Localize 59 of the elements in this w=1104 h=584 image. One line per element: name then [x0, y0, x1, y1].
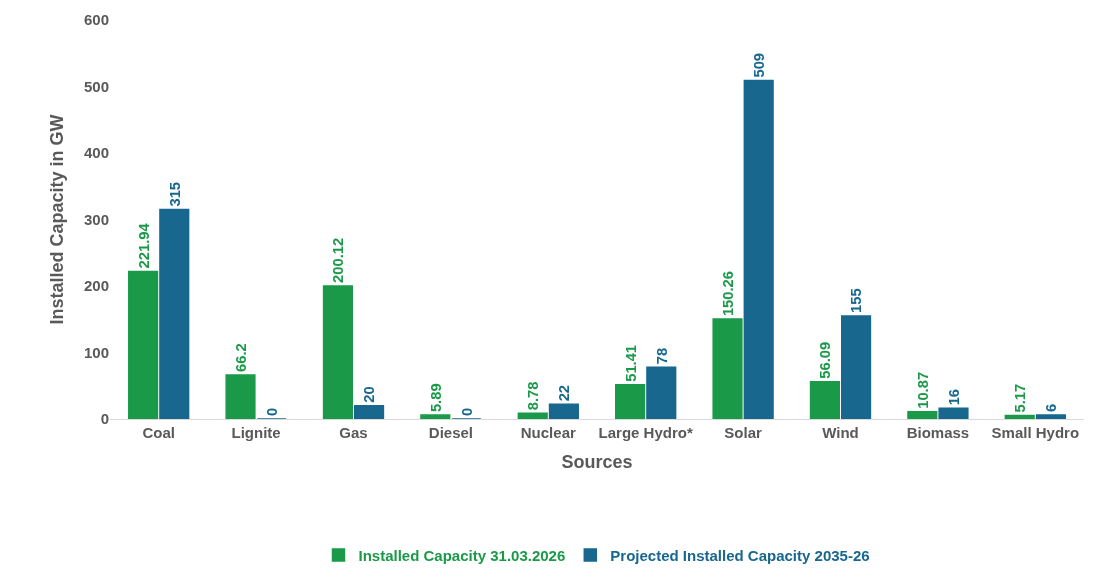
data-label: 78 — [653, 347, 670, 365]
data-label: 6 — [1043, 403, 1060, 413]
x-tick-label: Large Hydro* — [598, 424, 693, 441]
bar — [548, 403, 579, 419]
bar — [517, 412, 548, 419]
x-tick-label: Biomass — [906, 424, 970, 441]
y-tick-label: 500 — [83, 77, 109, 95]
data-label: 16 — [945, 388, 962, 406]
y-tick-label: 300 — [83, 210, 109, 228]
y-tick-label: 100 — [83, 343, 109, 361]
bar — [712, 318, 743, 419]
bar — [420, 414, 451, 419]
data-label: 150.26 — [719, 271, 736, 317]
bar — [1004, 414, 1035, 419]
data-label: 51.41 — [622, 344, 639, 382]
data-label: 0 — [458, 407, 475, 416]
data-label: 5.17 — [1012, 383, 1029, 413]
data-label: 509 — [751, 52, 768, 78]
x-tick-label: Wind — [822, 424, 859, 441]
data-label: 20 — [361, 386, 378, 403]
bar — [225, 374, 256, 419]
data-label: 315 — [166, 181, 183, 207]
bar — [743, 79, 774, 419]
data-label: 10.87 — [914, 371, 931, 409]
x-tick-label: Lignite — [231, 424, 281, 441]
data-label: 66.2 — [232, 343, 249, 372]
x-tick-label: Diesel — [428, 424, 473, 441]
x-axis-title: Sources — [561, 452, 633, 473]
bar — [128, 270, 159, 419]
y-tick-label: 400 — [83, 144, 109, 162]
bar — [809, 380, 840, 419]
y-tick-label: 600 — [83, 11, 109, 29]
bar — [938, 407, 969, 419]
bar — [615, 384, 646, 419]
bar — [354, 404, 385, 419]
x-tick-label: Nuclear — [520, 424, 576, 441]
data-label: 22 — [556, 384, 573, 402]
data-label: 221.94 — [135, 222, 152, 269]
y-axis-title: Installed Capacity in GW — [47, 114, 68, 325]
data-label: 0 — [264, 407, 281, 416]
bar — [1035, 414, 1066, 419]
bar — [159, 208, 190, 419]
x-tick-label: Small Hydro — [991, 424, 1080, 441]
data-label: 200.12 — [330, 237, 347, 283]
legend-label: Installed Capacity 31.03.2026 — [358, 546, 566, 564]
bar — [322, 285, 353, 419]
data-label: 5.89 — [427, 383, 444, 413]
x-tick-label: Gas — [339, 424, 368, 441]
bar — [907, 411, 938, 419]
x-tick-label: Coal — [142, 424, 175, 441]
data-label: 8.78 — [525, 381, 542, 411]
data-label: 56.09 — [817, 341, 834, 379]
bar — [841, 315, 872, 419]
bar — [646, 366, 677, 419]
y-tick-label: 200 — [83, 277, 109, 295]
y-tick-label: 0 — [100, 410, 109, 428]
data-label: 155 — [848, 288, 865, 313]
legend-label: Projected Installed Capacity 2035-26 — [610, 546, 870, 564]
x-tick-label: Solar — [724, 424, 763, 441]
